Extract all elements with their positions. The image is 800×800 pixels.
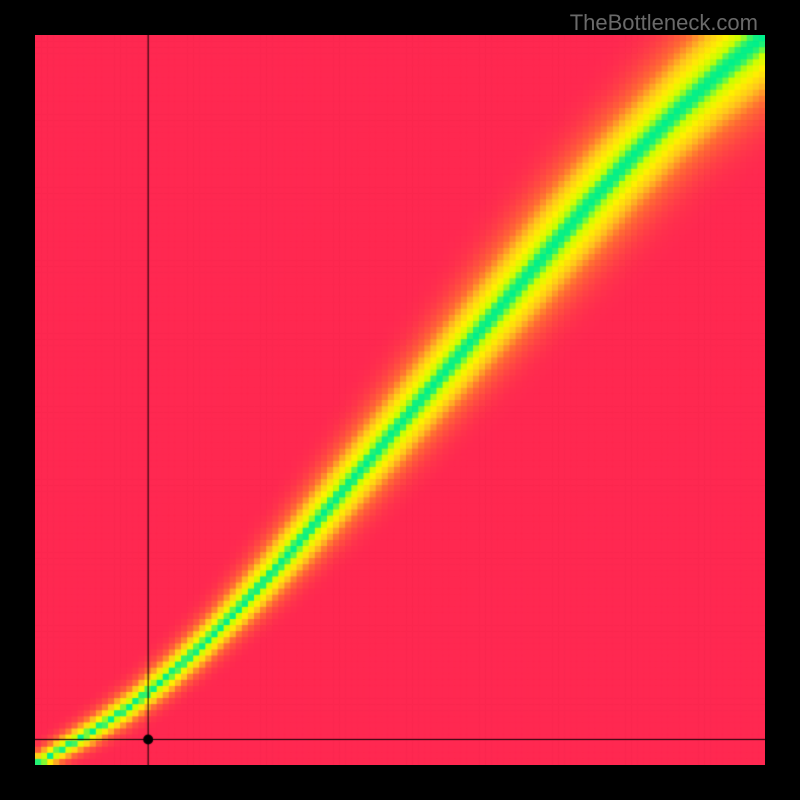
heatmap-canvas [35, 35, 765, 765]
chart-container: TheBottleneck.com [0, 0, 800, 800]
watermark-text: TheBottleneck.com [570, 10, 758, 36]
plot-area [35, 35, 765, 765]
